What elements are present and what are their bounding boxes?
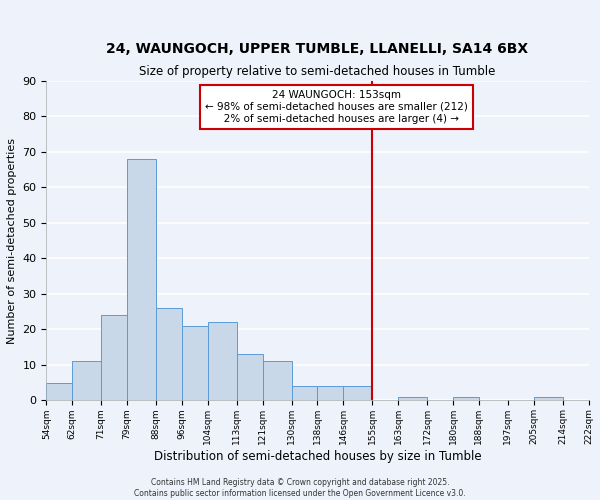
- Text: Contains HM Land Registry data © Crown copyright and database right 2025.
Contai: Contains HM Land Registry data © Crown c…: [134, 478, 466, 498]
- Bar: [589, 397, 600, 400]
- Bar: [453, 397, 479, 400]
- Bar: [156, 308, 182, 400]
- Text: Size of property relative to semi-detached houses in Tumble: Size of property relative to semi-detach…: [139, 64, 496, 78]
- Bar: [343, 386, 373, 400]
- Bar: [127, 159, 156, 400]
- Bar: [398, 397, 427, 400]
- Y-axis label: Number of semi-detached properties: Number of semi-detached properties: [7, 138, 17, 344]
- Bar: [292, 386, 317, 400]
- Title: 24, WAUNGOCH, UPPER TUMBLE, LLANELLI, SA14 6BX: 24, WAUNGOCH, UPPER TUMBLE, LLANELLI, SA…: [106, 42, 529, 56]
- X-axis label: Distribution of semi-detached houses by size in Tumble: Distribution of semi-detached houses by …: [154, 450, 481, 463]
- Bar: [46, 382, 72, 400]
- Bar: [182, 326, 208, 400]
- Bar: [533, 397, 563, 400]
- Bar: [263, 362, 292, 401]
- Bar: [101, 315, 127, 400]
- Bar: [208, 322, 237, 400]
- Bar: [237, 354, 263, 401]
- Text: 24 WAUNGOCH: 153sqm
← 98% of semi-detached houses are smaller (212)
   2% of sem: 24 WAUNGOCH: 153sqm ← 98% of semi-detach…: [205, 90, 468, 124]
- Bar: [72, 362, 101, 401]
- Bar: [317, 386, 343, 400]
